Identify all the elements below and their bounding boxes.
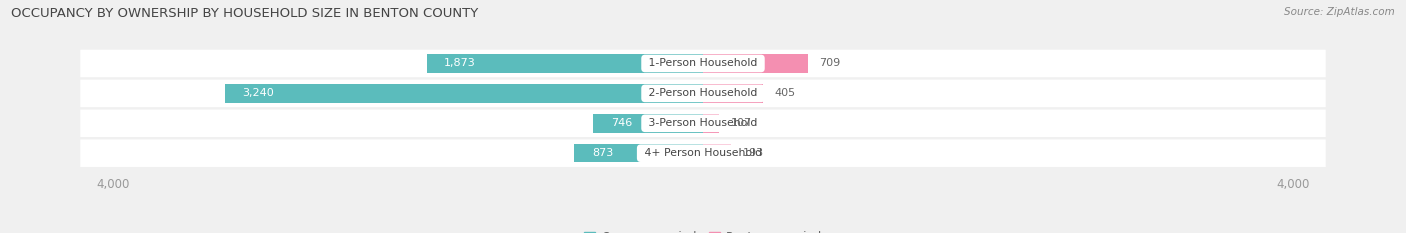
Text: Source: ZipAtlas.com: Source: ZipAtlas.com xyxy=(1284,7,1395,17)
Text: 107: 107 xyxy=(731,118,752,128)
Bar xyxy=(703,84,763,103)
FancyBboxPatch shape xyxy=(80,50,1326,77)
Bar xyxy=(225,84,703,103)
Legend: Owner-occupied, Renter-occupied: Owner-occupied, Renter-occupied xyxy=(579,226,827,233)
Text: OCCUPANCY BY OWNERSHIP BY HOUSEHOLD SIZE IN BENTON COUNTY: OCCUPANCY BY OWNERSHIP BY HOUSEHOLD SIZE… xyxy=(11,7,478,20)
Bar xyxy=(426,54,703,73)
Text: 746: 746 xyxy=(610,118,631,128)
Text: 193: 193 xyxy=(744,148,765,158)
Bar xyxy=(703,144,731,162)
Bar xyxy=(703,54,807,73)
Text: 3-Person Household: 3-Person Household xyxy=(645,118,761,128)
Bar xyxy=(593,114,703,133)
Text: 873: 873 xyxy=(592,148,613,158)
Bar xyxy=(574,144,703,162)
FancyBboxPatch shape xyxy=(80,80,1326,107)
FancyBboxPatch shape xyxy=(80,110,1326,137)
Bar xyxy=(703,114,718,133)
Text: 709: 709 xyxy=(820,58,841,69)
Text: 405: 405 xyxy=(775,88,796,98)
Text: 2-Person Household: 2-Person Household xyxy=(645,88,761,98)
FancyBboxPatch shape xyxy=(80,140,1326,167)
Text: 1-Person Household: 1-Person Household xyxy=(645,58,761,69)
Text: 4+ Person Household: 4+ Person Household xyxy=(641,148,765,158)
Text: 3,240: 3,240 xyxy=(243,88,274,98)
Text: 1,873: 1,873 xyxy=(444,58,477,69)
